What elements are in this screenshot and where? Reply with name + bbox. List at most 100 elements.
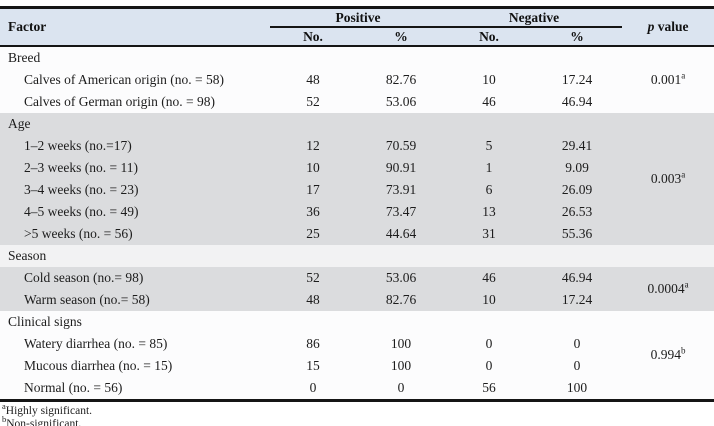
column-header-factor: Factor <box>0 7 270 46</box>
table-row: Calves of German origin (no. = 98) 52 53.0… <box>0 91 714 113</box>
pos-no-cell: 10 <box>270 157 356 179</box>
pos-pct-cell: 73.47 <box>356 201 446 223</box>
neg-no-cell: 31 <box>446 223 532 245</box>
column-header-negative-pct: % <box>532 27 623 46</box>
p-value-text: 0.994 <box>650 347 681 362</box>
pos-no-cell: 0 <box>270 377 356 401</box>
column-header-positive-no: No. <box>270 27 356 46</box>
neg-pct-cell: 0 <box>532 333 623 355</box>
p-value-text: 0.003 <box>650 171 682 186</box>
factor-cell: Calves of German origin (no. = 98) <box>0 91 270 113</box>
column-header-negative-no: No. <box>446 27 532 46</box>
pos-pct-cell: 100 <box>356 333 446 355</box>
neg-pct-cell: 46.94 <box>532 91 623 113</box>
section-header-row: Clinical signs 0.994b <box>0 311 714 401</box>
factor-cell: Calves of American origin (no. = 58) <box>0 69 270 91</box>
p-value-text: 0.0004 <box>647 281 685 296</box>
neg-pct-cell: 17.24 <box>532 289 623 311</box>
section-label: Breed <box>0 46 623 69</box>
neg-no-cell: 10 <box>446 289 532 311</box>
neg-no-cell: 46 <box>446 267 532 289</box>
table-header-sub-row: No. % No. % <box>0 27 714 46</box>
p-italic-label: p <box>647 19 655 34</box>
column-header-negative: Negative <box>446 7 623 28</box>
pos-pct-cell: 53.06 <box>356 267 446 289</box>
table-row: Watery diarrhea (no. = 85) 86 100 0 0 <box>0 333 714 355</box>
p-value-superscript: a <box>681 70 686 81</box>
neg-pct-cell: 100 <box>532 377 623 401</box>
footnote-text: Highly significant. <box>5 405 93 417</box>
section-label: Age <box>0 113 623 135</box>
table-row: 2–3 weeks (no. = 11) 10 90.91 1 9.09 <box>0 157 714 179</box>
pos-no-cell: 36 <box>270 201 356 223</box>
pos-no-cell: 86 <box>270 333 356 355</box>
neg-pct-cell: 46.94 <box>532 267 623 289</box>
p-value-superscript: b <box>680 345 686 356</box>
footnote-text: Non-significant. <box>6 418 82 426</box>
neg-no-cell: 46 <box>446 91 532 113</box>
neg-pct-cell: 0 <box>532 355 623 377</box>
p-value-superscript: a <box>684 279 689 290</box>
neg-pct-cell: 29.41 <box>532 135 623 157</box>
pos-pct-cell: 70.59 <box>356 135 446 157</box>
table-header: Factor Positive Negative p value No. % N… <box>0 7 714 46</box>
pos-pct-cell: 82.76 <box>356 69 446 91</box>
footnote-line: bNon-significant. <box>2 415 714 426</box>
pos-no-cell: 52 <box>270 91 356 113</box>
factor-cell: 3–4 weeks (no. = 23) <box>0 179 270 201</box>
factor-cell: Mucous diarrhea (no. = 15) <box>0 355 270 377</box>
table-row: Mucous diarrhea (no. = 15) 15 100 0 0 <box>0 355 714 377</box>
p-value-superscript: a <box>681 169 686 180</box>
neg-no-cell: 56 <box>446 377 532 401</box>
footnote-line: aHighly significant. <box>2 402 714 418</box>
data-table: Factor Positive Negative p value No. % N… <box>0 6 714 402</box>
table-row: 1–2 weeks (no.=17) 12 70.59 5 29.41 <box>0 135 714 157</box>
pos-no-cell: 15 <box>270 355 356 377</box>
pos-pct-cell: 0 <box>356 377 446 401</box>
p-value-label-rest: value <box>654 19 689 34</box>
column-header-positive-pct: % <box>356 27 446 46</box>
p-value-text: 0.001 <box>650 72 682 87</box>
factor-cell: Warm season (no.= 58) <box>0 289 270 311</box>
section-header-row: Breed 0.001a <box>0 46 714 113</box>
section-label: Season <box>0 245 623 267</box>
p-value-cell: 0.994b <box>622 311 714 401</box>
p-value-cell: 0.0004a <box>622 267 714 311</box>
table-row: Calves of American origin (no. = 58) 48 82… <box>0 69 714 91</box>
table-row: Cold season (no.= 98) 52 53.06 46 46.94 0.000… <box>0 267 714 311</box>
neg-pct-cell: 9.09 <box>532 157 623 179</box>
table-row: >5 weeks (no. = 56) 25 44.64 31 55.36 <box>0 223 714 245</box>
pos-no-cell: 52 <box>270 267 356 289</box>
footnote-marker: a <box>2 401 6 412</box>
factor-cell: Normal (no. = 56) <box>0 377 270 401</box>
pos-pct-cell: 90.91 <box>356 157 446 179</box>
factor-cell: 1–2 weeks (no.=17) <box>0 135 270 157</box>
pos-no-cell: 25 <box>270 223 356 245</box>
pos-no-cell: 48 <box>270 69 356 91</box>
factor-cell: 2–3 weeks (no. = 11) <box>0 157 270 179</box>
pos-pct-cell: 73.91 <box>356 179 446 201</box>
pos-pct-cell: 100 <box>356 355 446 377</box>
p-value-cell: 0.003a <box>622 113 714 245</box>
section-label: Clinical signs <box>0 311 623 333</box>
table-row: Normal (no. = 56) 0 0 56 100 <box>0 377 714 401</box>
pos-no-cell: 12 <box>270 135 356 157</box>
footnotes: aHighly significant. bNon-significant. <box>0 402 714 426</box>
table-row: 4–5 weeks (no. = 49) 36 73.47 13 26.53 <box>0 201 714 223</box>
neg-no-cell: 0 <box>446 333 532 355</box>
p-value-cell-empty <box>622 245 714 267</box>
table-body: Breed 0.001a Calves of American origin (no… <box>0 46 714 401</box>
table-row: Warm season (no.= 58) 48 82.76 10 17.24 <box>0 289 714 311</box>
column-header-positive: Positive <box>270 7 446 28</box>
pos-pct-cell: 82.76 <box>356 289 446 311</box>
factor-cell: 4–5 weeks (no. = 49) <box>0 201 270 223</box>
factor-cell: >5 weeks (no. = 56) <box>0 223 270 245</box>
section-header-row: Age 0.003a <box>0 113 714 245</box>
neg-no-cell: 5 <box>446 135 532 157</box>
table-row: 3–4 weeks (no. = 23) 17 73.91 6 26.09 <box>0 179 714 201</box>
neg-no-cell: 10 <box>446 69 532 91</box>
neg-pct-cell: 26.53 <box>532 201 623 223</box>
table-header-group-row: Factor Positive Negative p value <box>0 7 714 46</box>
pos-pct-cell: 53.06 <box>356 91 446 113</box>
neg-pct-cell: 55.36 <box>532 223 623 245</box>
